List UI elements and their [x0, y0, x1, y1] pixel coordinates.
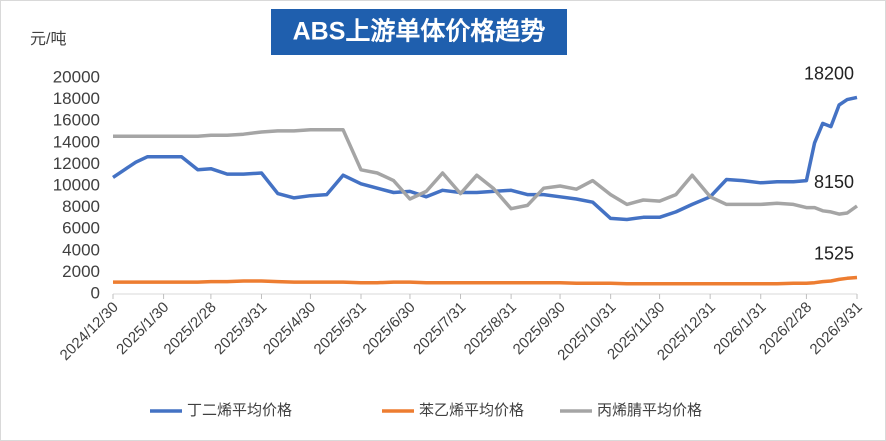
series-line — [112, 95, 858, 222]
legend-label: 丙烯腈平均价格 — [597, 402, 702, 419]
end-value-label: 8150 — [814, 172, 854, 192]
y-tick-label: 6000 — [62, 219, 100, 238]
y-tick-label: 20000 — [53, 67, 100, 86]
end-value-label: 18200 — [804, 63, 854, 83]
series-line — [113, 275, 858, 286]
y-tick-label: 18000 — [53, 89, 100, 108]
series-line — [113, 128, 859, 216]
title-box — [271, 9, 567, 55]
chart-title: ABS上游单体价格趋势 — [293, 17, 546, 46]
y-tick-label: 10000 — [53, 175, 100, 194]
legend-label: 丁二烯平均价格 — [187, 402, 292, 419]
y-tick-label: 14000 — [53, 132, 100, 151]
y-tick-label: 2000 — [62, 262, 100, 281]
y-tick-label: 4000 — [62, 240, 100, 259]
y-axis-label: 元/吨 — [30, 30, 66, 48]
y-tick-label: 8000 — [62, 197, 100, 216]
end-value-label: 1525 — [814, 244, 854, 264]
legend-label: 苯乙烯平均价格 — [419, 402, 524, 419]
y-tick-label: 0 — [91, 283, 100, 302]
y-tick-label: 16000 — [53, 111, 100, 130]
y-tick-label: 12000 — [53, 154, 100, 173]
